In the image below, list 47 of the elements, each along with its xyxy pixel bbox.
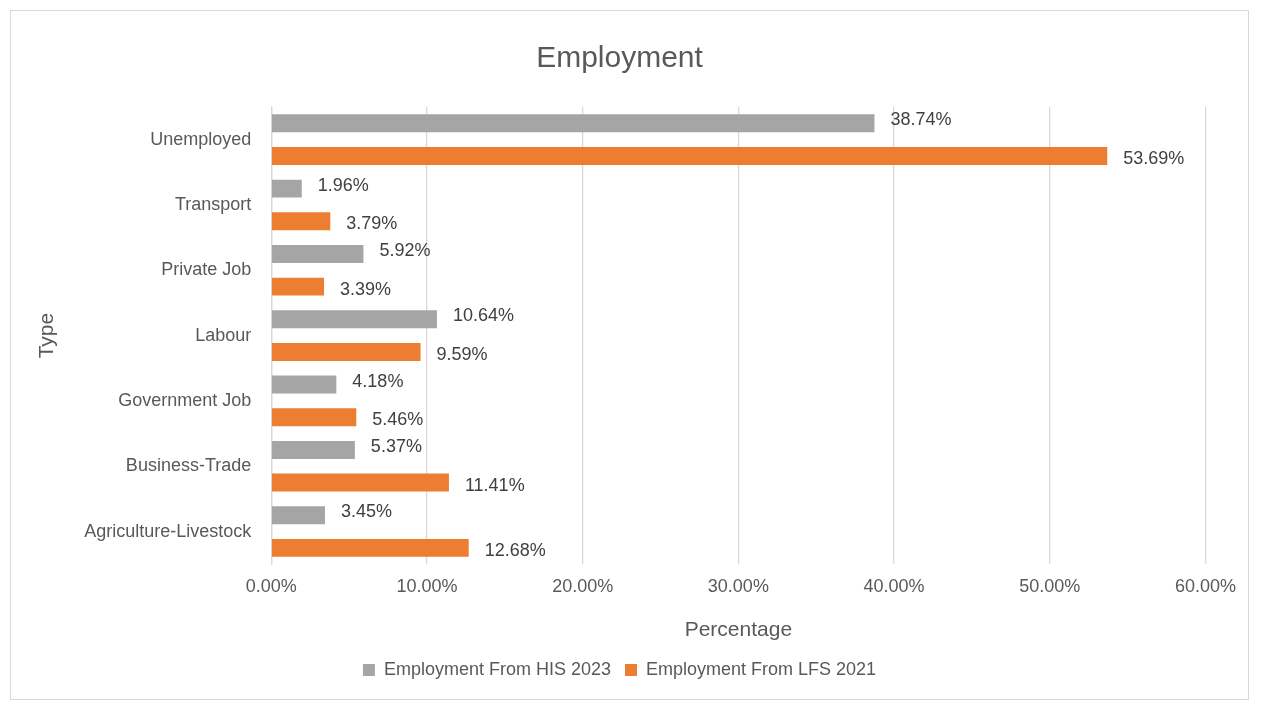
- y-tick-label: Agriculture-Livestock: [84, 520, 253, 541]
- data-label: 9.59%: [436, 343, 488, 364]
- x-tick-label: 40.00%: [863, 575, 925, 596]
- x-tick-label: 60.00%: [1174, 575, 1237, 596]
- data-label: 11.41%: [464, 474, 525, 495]
- legend-label: Employment From HIS 2023: [383, 658, 612, 679]
- x-tick-label: 30.00%: [707, 575, 769, 596]
- bar: [271, 408, 357, 427]
- data-label: 5.46%: [372, 409, 424, 430]
- data-label: 12.68%: [484, 539, 546, 560]
- chart-title: Employment: [536, 40, 704, 74]
- bar: [271, 375, 337, 394]
- x-tick-label: 50.00%: [1019, 575, 1081, 596]
- data-label: 3.39%: [340, 278, 392, 299]
- x-tick-label: 10.00%: [396, 575, 458, 596]
- y-tick-label: Government Job: [118, 389, 252, 410]
- bar: [271, 342, 421, 361]
- y-tick-label: Unemployed: [150, 128, 252, 149]
- bar: [271, 147, 1108, 165]
- data-label: 4.18%: [352, 370, 404, 391]
- y-tick-label: Business-Trade: [125, 455, 252, 476]
- bar: [271, 114, 875, 133]
- y-tick-label: Labour: [195, 324, 252, 345]
- bar: [271, 277, 325, 296]
- data-label: 10.64%: [452, 305, 514, 326]
- bar: [271, 538, 469, 557]
- bar: [271, 473, 449, 492]
- data-label: 3.45%: [340, 501, 393, 522]
- data-label: 5.92%: [379, 239, 431, 260]
- y-tick-label: Private Job: [161, 259, 252, 280]
- data-label: 1.96%: [317, 174, 369, 195]
- y-tick-label: Transport: [174, 193, 252, 214]
- legend-label: Employment From LFS 2021: [646, 658, 877, 679]
- data-label: 38.74%: [890, 109, 952, 130]
- data-label: 3.79%: [346, 213, 398, 234]
- y-axis-title: Type: [34, 312, 58, 359]
- data-label: 5.37%: [370, 435, 422, 456]
- bar: [271, 440, 355, 459]
- x-tick-label: 0.00%: [245, 575, 297, 596]
- x-tick-label: 20.00%: [552, 575, 614, 596]
- bar: [271, 212, 331, 231]
- x-axis-title: Percentage: [684, 617, 793, 641]
- bar: [271, 179, 302, 198]
- data-label: 53.69%: [1123, 147, 1185, 168]
- bar: [271, 310, 437, 329]
- bar: [271, 506, 325, 525]
- bar: [271, 244, 364, 263]
